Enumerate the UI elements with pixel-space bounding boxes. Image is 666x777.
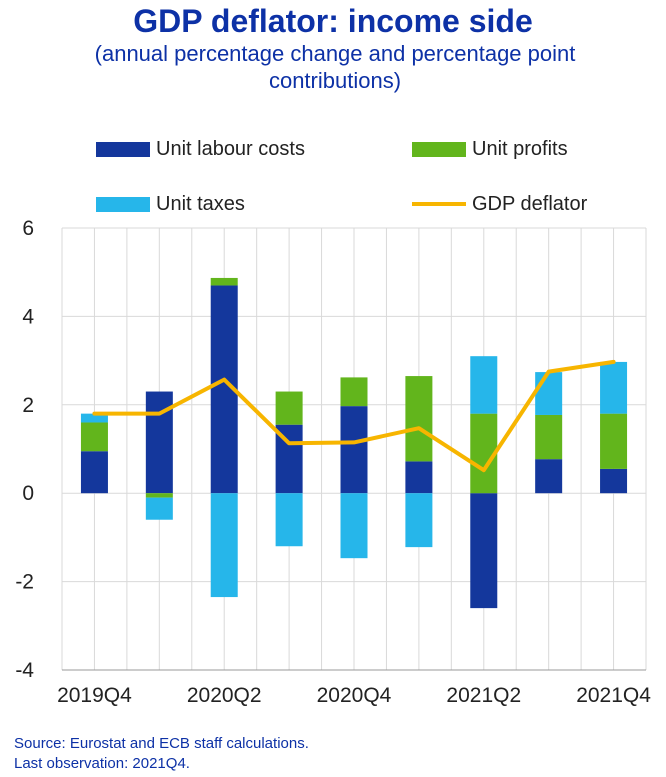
legend-gdp-deflator: GDP deflator (412, 189, 587, 219)
legend-label-unit-taxes: Unit taxes (156, 192, 245, 215)
legend-swatch-unit-labour-costs (96, 141, 150, 157)
legend-unit-profits: Unit profits (412, 134, 568, 164)
bar-unit-taxes (405, 493, 433, 548)
y-tick-label: 2 (22, 394, 34, 417)
bar-unit-profits (80, 422, 108, 452)
bar-unit-taxes (340, 493, 368, 559)
bar-unit-profits (145, 493, 173, 498)
bar-unit-taxes (470, 356, 498, 414)
bar-unit-labour-costs (470, 493, 498, 609)
x-tick-label: 2020Q4 (317, 684, 392, 707)
y-tick-label: 0 (22, 482, 34, 505)
x-tick-label: 2019Q4 (57, 684, 132, 707)
bar-unit-profits (405, 376, 433, 462)
bar-unit-taxes (80, 413, 108, 423)
y-tick-label: 6 (22, 217, 34, 240)
bar-unit-profits (275, 391, 303, 425)
legend-swatch-unit-profits (412, 141, 466, 157)
legend-label-unit-profits: Unit profits (472, 137, 568, 160)
legend-label-gdp-deflator: GDP deflator (472, 192, 588, 215)
legend-swatch-unit-taxes (96, 196, 150, 212)
x-tick-label: 2021Q4 (576, 684, 651, 707)
bar-unit-profits (535, 414, 563, 460)
legend-label-unit-labour-costs: Unit labour costs (156, 137, 305, 160)
bar-unit-profits (340, 377, 368, 407)
bar-unit-taxes (275, 493, 303, 547)
line-gdp-deflator (92, 359, 616, 473)
y-tick-label: -4 (15, 659, 34, 682)
bar-unit-taxes (210, 493, 238, 598)
bar-unit-labour-costs (600, 468, 628, 494)
bar-unit-taxes (535, 372, 563, 415)
chart-title: GDP deflator: income side (133, 3, 533, 39)
legend-unit-taxes: Unit taxes (96, 189, 245, 219)
legend-unit-labour-costs: Unit labour costs (96, 134, 305, 164)
bar-unit-labour-costs (340, 406, 368, 494)
legend-line-gdp-deflator (412, 202, 466, 206)
bar-unit-profits (210, 277, 238, 286)
footnote-source: Source: Eurostat and ECB staff calculati… (14, 735, 309, 752)
bar-unit-labour-costs (405, 461, 433, 494)
footnote-last-observation: Last observation: 2021Q4. (14, 755, 190, 772)
y-tick-label: 4 (22, 305, 34, 328)
bar-unit-taxes (145, 497, 173, 520)
bar-unit-labour-costs (535, 459, 563, 494)
bar-unit-taxes (600, 361, 628, 414)
y-tick-label: -2 (15, 571, 34, 594)
x-tick-label: 2021Q2 (446, 684, 521, 707)
bar-unit-profits (600, 413, 628, 469)
bar-unit-labour-costs (80, 451, 108, 494)
chart-subtitle: (annual percentage change and percentage… (94, 41, 576, 93)
x-tick-label: 2020Q2 (187, 684, 262, 707)
